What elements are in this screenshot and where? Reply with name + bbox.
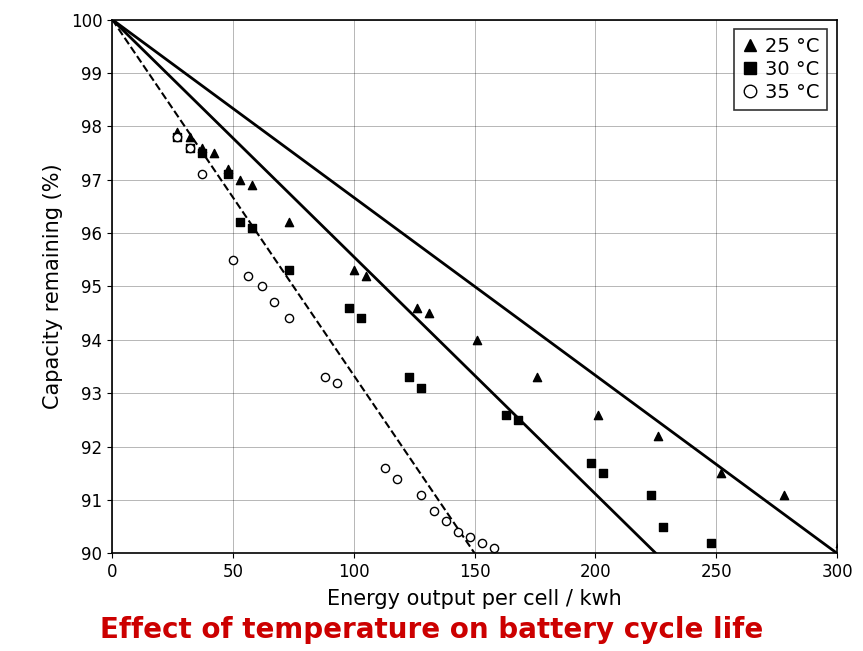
Point [438, 516, 452, 527]
Text: Effect of temperature on battery cycle life: Effect of temperature on battery cycle l… [100, 616, 763, 644]
Y-axis label: Capacity remaining (%): Capacity remaining (%) [42, 163, 62, 409]
Point [777, 490, 791, 500]
Point [226, 255, 240, 265]
Point [470, 335, 484, 345]
Point [281, 217, 295, 228]
Point [414, 383, 428, 393]
Point [450, 527, 464, 537]
Point [833, 538, 847, 548]
Point [591, 409, 605, 420]
Point [378, 463, 392, 473]
Point [281, 313, 295, 324]
Point [499, 409, 513, 420]
Point [422, 308, 436, 318]
Point [531, 372, 545, 382]
Point [221, 164, 235, 174]
Point [410, 303, 424, 313]
Point [245, 223, 259, 233]
Point [255, 281, 269, 292]
Point [183, 143, 197, 153]
Point [171, 132, 185, 142]
Point [704, 538, 718, 548]
Point [281, 265, 295, 275]
Legend: 25 °C, 30 °C, 35 °C: 25 °C, 30 °C, 35 °C [734, 29, 828, 109]
Point [195, 143, 209, 153]
Point [511, 415, 525, 425]
Point [245, 180, 259, 190]
Point [342, 303, 356, 313]
Point [207, 148, 221, 158]
X-axis label: Energy output per cell / kwh: Energy output per cell / kwh [327, 589, 622, 609]
Point [183, 132, 197, 142]
Point [330, 378, 343, 388]
Point [487, 543, 501, 553]
Point [583, 458, 597, 468]
Point [359, 271, 373, 281]
Point [221, 169, 235, 180]
Point [402, 372, 416, 382]
Point [390, 473, 404, 484]
Point [715, 468, 728, 478]
Point [347, 265, 361, 275]
Point [644, 490, 658, 500]
Point [354, 313, 368, 324]
Point [233, 174, 247, 185]
Point [426, 505, 440, 516]
Point [195, 169, 209, 180]
Point [652, 431, 665, 441]
Point [241, 271, 255, 281]
Point [268, 298, 281, 308]
Point [233, 217, 247, 228]
Point [195, 148, 209, 158]
Point [318, 372, 331, 382]
Point [171, 132, 185, 142]
Point [595, 468, 609, 478]
Point [475, 538, 488, 548]
Point [656, 521, 670, 532]
Point [171, 126, 185, 137]
Point [414, 490, 428, 500]
Point [463, 532, 476, 542]
Point [183, 143, 197, 153]
